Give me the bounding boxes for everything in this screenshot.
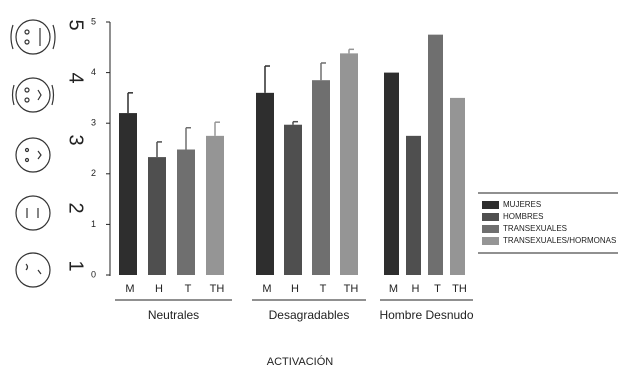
x-tick-label: T	[434, 283, 441, 295]
bar	[406, 135, 421, 275]
x-tick-label: H	[155, 283, 163, 295]
y-tick-label: 4	[91, 67, 96, 77]
legend-label: TRANSEXUALES/HORMONAS	[503, 236, 616, 245]
x-tick-label: M	[389, 283, 398, 295]
x-tick-label: M	[262, 283, 271, 295]
bar	[450, 97, 465, 276]
scale-label: 1	[65, 260, 87, 271]
bar	[148, 157, 166, 275]
y-tick-label: 2	[91, 168, 96, 178]
scale-label: 5	[65, 19, 87, 30]
bar	[119, 113, 137, 275]
y-tick-label: 5	[91, 16, 96, 26]
x-tick-label: M	[125, 283, 134, 295]
y-tick-label: 1	[91, 219, 96, 229]
group-label: Hombre Desnudo	[379, 308, 473, 322]
x-tick-label: TH	[210, 283, 225, 295]
sam-icons	[10, 19, 56, 288]
bar	[428, 34, 443, 276]
bar	[177, 149, 195, 275]
y-tick-label: 0	[91, 269, 96, 279]
legend-swatch	[482, 237, 499, 245]
scale-label: 4	[65, 72, 87, 83]
bar	[206, 135, 224, 275]
x-tick-label: TH	[452, 283, 467, 295]
legend-swatch	[482, 225, 499, 233]
x-tick-label: TH	[344, 283, 359, 295]
group-label: Neutrales	[148, 308, 199, 322]
x-tick-label: H	[291, 283, 299, 295]
legend-swatch	[482, 201, 499, 209]
x-tick-label: H	[412, 283, 420, 295]
legend-label: MUJERES	[503, 200, 541, 209]
group-label: Desagradables	[269, 308, 350, 322]
bar	[340, 53, 358, 275]
scale-label: 2	[65, 202, 87, 213]
legend-label: TRANSEXUALES	[503, 224, 567, 233]
x-tick-label: T	[185, 283, 192, 295]
x-axis-label: ACTIVACIÓN	[267, 355, 333, 368]
legend-swatch	[482, 213, 499, 221]
x-tick-label: T	[320, 283, 327, 295]
bar	[256, 92, 274, 275]
y-tick-label: 3	[91, 118, 96, 128]
bar	[384, 72, 399, 275]
bar	[312, 80, 330, 275]
legend-label: HOMBRES	[503, 212, 543, 221]
scale-label: 3	[65, 134, 87, 145]
bar	[284, 124, 302, 275]
